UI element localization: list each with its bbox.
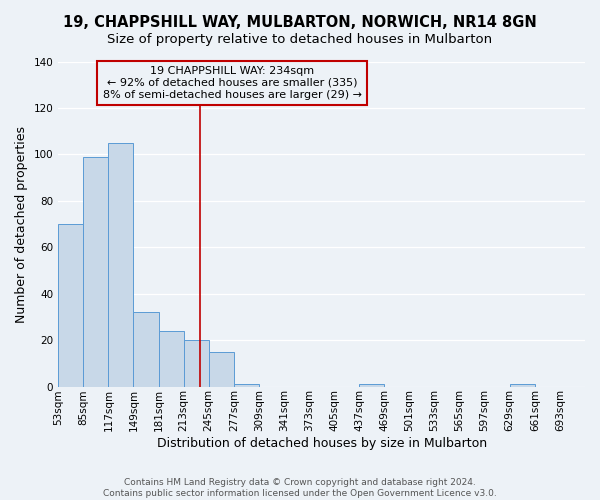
Bar	[133, 312, 158, 386]
Bar	[83, 156, 109, 386]
Bar	[58, 224, 83, 386]
Text: 19 CHAPPSHILL WAY: 234sqm
← 92% of detached houses are smaller (335)
8% of semi-: 19 CHAPPSHILL WAY: 234sqm ← 92% of detac…	[103, 66, 362, 100]
Bar	[109, 143, 133, 386]
Bar	[184, 340, 209, 386]
Bar	[510, 384, 535, 386]
Bar	[234, 384, 259, 386]
Bar	[359, 384, 385, 386]
Text: 19, CHAPPSHILL WAY, MULBARTON, NORWICH, NR14 8GN: 19, CHAPPSHILL WAY, MULBARTON, NORWICH, …	[63, 15, 537, 30]
Bar	[158, 331, 184, 386]
Y-axis label: Number of detached properties: Number of detached properties	[15, 126, 28, 322]
Bar	[209, 352, 234, 386]
Text: Size of property relative to detached houses in Mulbarton: Size of property relative to detached ho…	[107, 32, 493, 46]
Text: Contains HM Land Registry data © Crown copyright and database right 2024.
Contai: Contains HM Land Registry data © Crown c…	[103, 478, 497, 498]
X-axis label: Distribution of detached houses by size in Mulbarton: Distribution of detached houses by size …	[157, 437, 487, 450]
